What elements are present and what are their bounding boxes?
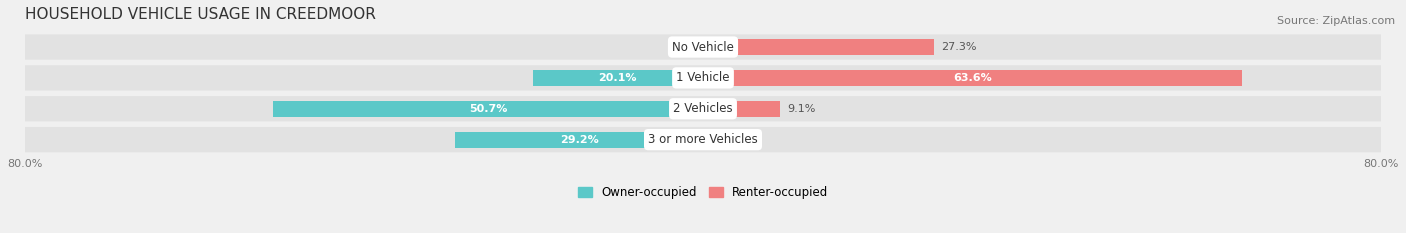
Text: 0.0%: 0.0% [668, 42, 696, 52]
Text: 2 Vehicles: 2 Vehicles [673, 102, 733, 115]
Bar [533, 70, 703, 86]
Bar [456, 132, 703, 148]
Text: 20.1%: 20.1% [599, 73, 637, 83]
Bar [273, 101, 703, 117]
Bar [703, 70, 1243, 86]
Bar [703, 39, 935, 55]
Text: HOUSEHOLD VEHICLE USAGE IN CREEDMOOR: HOUSEHOLD VEHICLE USAGE IN CREEDMOOR [25, 7, 375, 22]
Legend: Owner-occupied, Renter-occupied: Owner-occupied, Renter-occupied [572, 182, 834, 204]
Text: 9.1%: 9.1% [787, 104, 815, 114]
FancyBboxPatch shape [24, 127, 1382, 152]
Bar [703, 101, 780, 117]
Text: 63.6%: 63.6% [953, 73, 993, 83]
Text: Source: ZipAtlas.com: Source: ZipAtlas.com [1277, 16, 1395, 26]
FancyBboxPatch shape [24, 34, 1382, 60]
Text: 3 or more Vehicles: 3 or more Vehicles [648, 133, 758, 146]
Text: 27.3%: 27.3% [941, 42, 977, 52]
Text: 0.0%: 0.0% [710, 135, 738, 145]
Text: 1 Vehicle: 1 Vehicle [676, 71, 730, 84]
Text: 29.2%: 29.2% [560, 135, 599, 145]
FancyBboxPatch shape [24, 65, 1382, 91]
Text: No Vehicle: No Vehicle [672, 41, 734, 54]
Text: 50.7%: 50.7% [468, 104, 508, 114]
FancyBboxPatch shape [24, 96, 1382, 121]
